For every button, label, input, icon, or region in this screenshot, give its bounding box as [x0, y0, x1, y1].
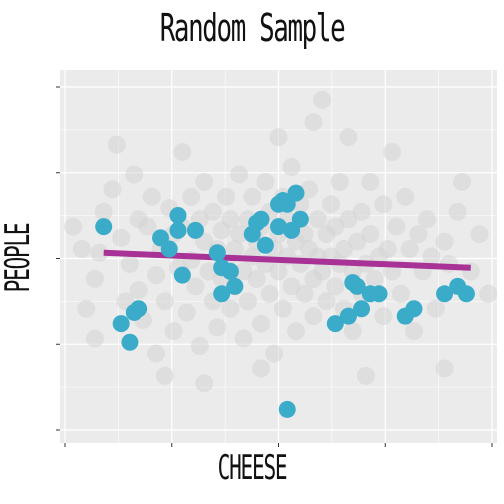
background-point: [331, 173, 349, 191]
background-point: [173, 143, 191, 161]
background-point: [256, 173, 274, 191]
background-point: [130, 281, 148, 299]
sample-point: [169, 207, 186, 224]
sample-point: [292, 211, 309, 228]
background-point: [243, 188, 261, 206]
sample-point: [95, 218, 112, 235]
background-point: [361, 173, 379, 191]
background-point: [64, 218, 82, 236]
background-point: [366, 270, 384, 288]
background-point: [204, 203, 222, 221]
background-point: [283, 158, 301, 176]
background-point: [182, 188, 200, 206]
sample-point: [270, 196, 287, 213]
background-point: [252, 359, 270, 377]
background-point: [165, 322, 183, 340]
background-point: [339, 128, 357, 146]
background-point: [77, 300, 95, 318]
sample-point: [113, 315, 130, 332]
background-point: [235, 330, 253, 348]
background-point: [287, 322, 305, 340]
sample-point: [340, 308, 357, 325]
background-point: [86, 330, 104, 348]
background-point: [374, 195, 392, 213]
background-point: [304, 307, 322, 325]
background-point: [261, 285, 279, 303]
sample-point: [279, 401, 296, 418]
background-point: [383, 143, 401, 161]
sample-point: [222, 263, 239, 280]
background-point: [453, 173, 471, 191]
background-point: [357, 367, 375, 385]
background-point: [252, 315, 270, 333]
background-point: [230, 165, 248, 183]
background-point: [322, 195, 340, 213]
background-point: [121, 255, 139, 273]
background-point: [125, 165, 143, 183]
background-point: [387, 218, 405, 236]
sample-point: [161, 241, 178, 258]
background-point: [392, 285, 410, 303]
background-point: [374, 307, 392, 325]
sample-point: [187, 222, 204, 239]
sample-point: [130, 300, 147, 317]
background-point: [239, 292, 257, 310]
background-point: [156, 292, 174, 310]
y-axis-label: PEOPLE: [0, 223, 38, 292]
sample-point: [287, 185, 304, 202]
background-point: [208, 318, 226, 336]
sample-point: [174, 267, 191, 284]
background-point: [396, 188, 414, 206]
sample-point: [209, 244, 226, 261]
background-point: [436, 359, 454, 377]
background-point: [313, 91, 331, 109]
background-point: [361, 225, 379, 243]
background-point: [479, 285, 497, 303]
background-point: [95, 203, 113, 221]
background-point: [471, 225, 489, 243]
background-point: [265, 344, 283, 362]
background-point: [178, 303, 196, 321]
sample-point: [371, 285, 388, 302]
background-point: [422, 248, 440, 266]
background-point: [191, 337, 209, 355]
background-point: [147, 266, 165, 284]
sample-point: [257, 237, 274, 254]
background-point: [304, 113, 322, 131]
background-point: [147, 344, 165, 362]
background-point: [221, 300, 239, 318]
background-point: [436, 233, 454, 251]
background-point: [353, 203, 371, 221]
background-point: [156, 367, 174, 385]
background-point: [73, 240, 91, 258]
background-point: [86, 270, 104, 288]
sample-point: [253, 211, 270, 228]
background-point: [270, 128, 288, 146]
background-point: [418, 210, 436, 228]
background-point: [143, 188, 161, 206]
background-point: [195, 374, 213, 392]
sample-point: [121, 334, 138, 351]
sample-point: [169, 222, 186, 239]
background-point: [112, 229, 130, 247]
background-point: [379, 240, 397, 258]
sample-point: [270, 218, 287, 235]
background-point: [274, 300, 292, 318]
sample-point: [226, 278, 243, 295]
background-point: [405, 322, 423, 340]
sample-point: [458, 285, 475, 302]
background-point: [427, 300, 445, 318]
x-axis-label: CHEESE: [96, 448, 408, 488]
background-point: [108, 136, 126, 154]
background-point: [344, 322, 362, 340]
background-point: [103, 180, 121, 198]
background-point: [326, 277, 344, 295]
background-point: [217, 188, 235, 206]
sample-point: [405, 300, 422, 317]
background-point: [449, 203, 467, 221]
background-point: [195, 173, 213, 191]
